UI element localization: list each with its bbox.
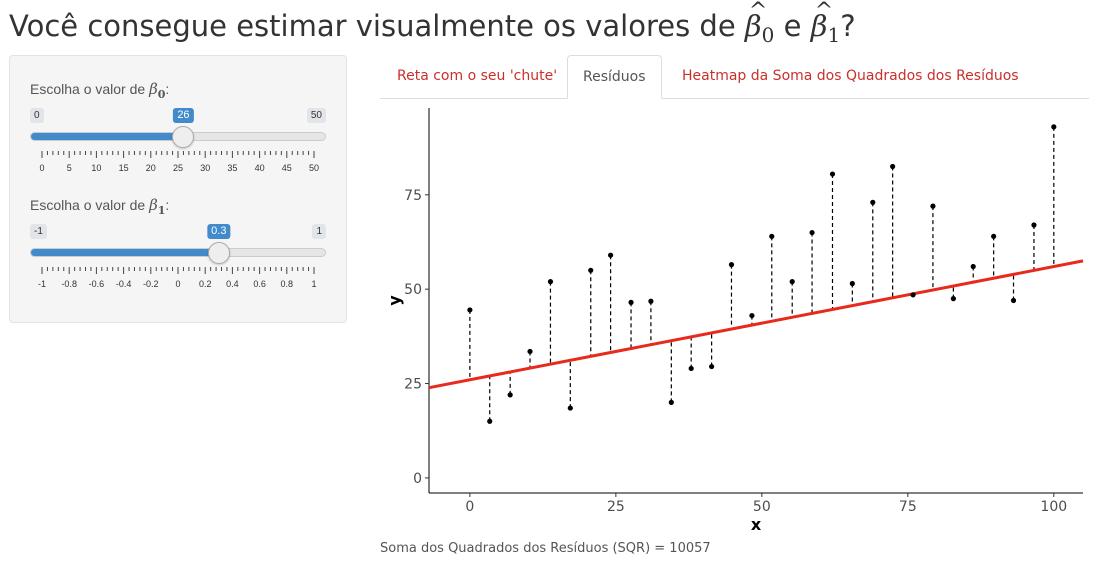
- data-point: [688, 365, 694, 372]
- slider-tick-label: 20: [146, 163, 156, 173]
- data-point: [709, 363, 715, 370]
- data-point: [547, 279, 554, 285]
- tab-residuos[interactable]: Resíduos: [567, 55, 662, 99]
- slider-tick-label: -0.2: [143, 279, 159, 289]
- y-tick-label: 75: [404, 188, 422, 204]
- data-point: [1031, 222, 1037, 228]
- slider-track-fill: [31, 249, 220, 256]
- slider-min-label: 0: [30, 108, 44, 123]
- y-tick-label: 50: [404, 282, 422, 298]
- x-axis-label: x: [751, 515, 762, 534]
- data-point: [870, 199, 876, 205]
- data-point: [1010, 297, 1017, 304]
- slider-tick-label: 15: [119, 163, 129, 173]
- slider-ticks: 0 5 10 15 20 25 30 35 40 45 50: [39, 151, 319, 173]
- page-title: Você consegue estimar visualmente os val…: [9, 0, 856, 55]
- title-and: e: [774, 9, 811, 43]
- data-point: [668, 399, 674, 406]
- slider-tick-label: 0.4: [226, 279, 239, 289]
- data-point: [809, 229, 815, 236]
- slider-value-bubble: 0.3: [207, 224, 231, 239]
- slider-tick-label: 10: [91, 163, 101, 173]
- data-point: [890, 163, 896, 170]
- slider-min-label: -1: [30, 224, 47, 239]
- title-question-mark: ?: [840, 9, 856, 43]
- data-point: [849, 280, 855, 287]
- beta-hat-symbol: β: [811, 0, 833, 46]
- x-tick-label: 100: [1040, 499, 1067, 515]
- data-point: [991, 233, 997, 239]
- x-tick-label: 25: [607, 499, 625, 515]
- tab-bar: Reta com o seu 'chute' Resíduos Heatmap …: [380, 55, 1089, 99]
- x-tick-label: 75: [899, 499, 917, 515]
- slider-tick-label: 25: [173, 163, 183, 173]
- data-point: [930, 203, 936, 209]
- slider-max-label: 1: [312, 224, 326, 239]
- slider-max-label: 50: [306, 108, 326, 123]
- data-point: [728, 262, 735, 268]
- slider-tick-label: 35: [227, 163, 237, 173]
- y-tick-label: 0: [413, 471, 422, 487]
- slider-value-bubble: 26: [173, 108, 194, 123]
- slider-label: Escolha o valor de β0:: [30, 80, 170, 101]
- sqr-text: Soma dos Quadrados dos Resíduos (SQR) = …: [380, 541, 711, 556]
- slider-handle[interactable]: [172, 126, 195, 148]
- data-point: [950, 296, 956, 302]
- data-point: [467, 307, 473, 313]
- data-point: [829, 171, 836, 177]
- data-point: [749, 312, 755, 319]
- slider-beta1: Escolha o valor de β1: -1 1 0.3 -1 -0.8 -0…: [30, 196, 326, 289]
- data-point: [608, 252, 614, 258]
- data-point: [588, 267, 594, 273]
- tab-reta-chute[interactable]: Reta com o seu 'chute': [397, 68, 558, 84]
- data-point: [769, 233, 775, 239]
- title-text: Você consegue estimar visualmente os val…: [9, 9, 745, 43]
- regression-line: [428, 259, 1084, 390]
- slider-tick-label: -1: [38, 279, 46, 289]
- data-point: [567, 405, 573, 411]
- data-point: [527, 348, 533, 355]
- slider-tick-label: 1: [311, 279, 316, 289]
- slider-tick-label: 30: [200, 163, 210, 173]
- residuals-plot: 0 25 50 75 100 0 25 50 75 x y: [385, 108, 1084, 534]
- y-axis-label: y: [385, 295, 404, 306]
- data-point: [648, 298, 654, 304]
- slider-tick-label: 50: [309, 163, 319, 173]
- slider-tick-label: -0.8: [61, 279, 77, 289]
- slider-tick-label: 0: [39, 163, 44, 173]
- data-point: [970, 263, 976, 270]
- slider-tick-label: 0: [175, 279, 180, 289]
- slider-tick-label: 0.6: [253, 279, 266, 289]
- slider-tick-label: 0.2: [199, 279, 212, 289]
- slider-ticks: -1 -0.8 -0.6 -0.4 -0.2 0 0.2 0.4 0.6 0.8 1: [38, 267, 317, 289]
- data-point: [789, 279, 795, 285]
- slider-tick-label: 40: [255, 163, 265, 173]
- slider-track-fill: [31, 133, 185, 140]
- slider-label: Escolha o valor de β1:: [30, 196, 170, 217]
- slider-beta0: Escolha o valor de β0: 0 50 26 0 5 10 15 20 2…: [30, 80, 326, 173]
- tab-heatmap[interactable]: Heatmap da Soma dos Quadrados dos Resídu…: [682, 68, 1019, 84]
- slider-tick-label: -0.4: [116, 279, 132, 289]
- slider-handle[interactable]: [207, 242, 230, 264]
- slider-tick-label: 5: [67, 163, 72, 173]
- sidebar-panel: Escolha o valor de β0: 0 50 26 0 5 10 15 20 2…: [9, 55, 347, 323]
- slider-track[interactable]: [30, 248, 326, 257]
- slider-tick-label: 45: [282, 163, 292, 173]
- x-tick-label: 50: [753, 499, 771, 515]
- data-point: [1051, 124, 1057, 130]
- data-point: [910, 292, 916, 298]
- slider-tick-label: -0.6: [89, 279, 105, 289]
- data-point: [628, 299, 634, 305]
- beta-hat-symbol: β: [745, 0, 767, 46]
- x-tick-label: 0: [465, 499, 474, 515]
- y-tick-label: 25: [404, 377, 422, 393]
- data-point: [487, 418, 493, 424]
- slider-tick-label: 0.8: [281, 279, 294, 289]
- data-point: [507, 392, 513, 398]
